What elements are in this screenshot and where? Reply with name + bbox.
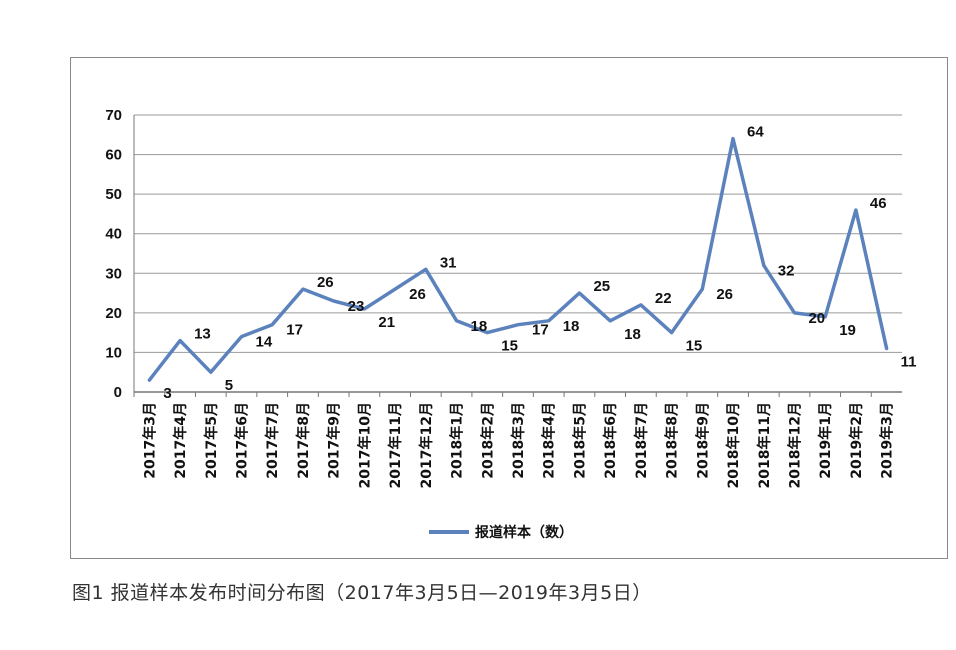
data-label: 26 [409, 286, 426, 303]
x-tick-label: 2018年8月 [664, 402, 681, 479]
figure-caption: 图1 报道样本发布时间分布图（2017年3月5日—2019年3月5日） [72, 582, 652, 604]
x-tick-label: 2018年7月 [633, 402, 650, 479]
data-label: 31 [440, 254, 457, 271]
data-label: 5 [225, 377, 233, 394]
x-tick-label: 2017年10月 [356, 402, 373, 488]
data-label: 64 [747, 124, 764, 141]
x-tick-label: 2018年2月 [479, 402, 496, 479]
data-label: 17 [532, 322, 549, 339]
data-label: 46 [870, 195, 887, 212]
data-label: 25 [593, 278, 610, 295]
y-tick-label: 70 [105, 107, 122, 124]
x-tick-label: 2018年10月 [725, 402, 742, 488]
data-label: 18 [563, 318, 580, 335]
x-tick-label: 2017年5月 [203, 402, 220, 479]
x-tick-label: 2017年6月 [234, 402, 251, 479]
x-tick-label: 2017年3月 [141, 402, 158, 479]
y-tick-label: 40 [105, 226, 122, 243]
data-label: 15 [686, 338, 703, 355]
x-tick-label: 2017年11月 [387, 402, 404, 488]
x-tick-label: 2019年2月 [848, 402, 865, 479]
legend-label: 报道样本（数） [475, 524, 573, 541]
data-label: 20 [808, 310, 825, 327]
x-tick-label: 2017年12月 [418, 402, 435, 488]
x-tick-label: 2018年1月 [449, 402, 466, 479]
data-label: 32 [778, 262, 795, 279]
y-tick-label: 60 [105, 147, 122, 164]
y-tick-label: 20 [105, 305, 122, 322]
y-tick-label: 0 [114, 384, 122, 401]
x-tick-label: 2017年9月 [326, 402, 343, 479]
x-tick-label: 2018年12月 [786, 402, 803, 488]
y-tick-label: 10 [105, 344, 122, 361]
chart-frame: 0 10 20 30 40 50 60 70 2017年3月 2017年4月 2017年5月 201… [70, 57, 948, 559]
y-tick-label: 30 [105, 265, 122, 282]
x-tick-label: 2019年1月 [817, 402, 834, 479]
x-tick-label: 2018年4月 [541, 402, 558, 479]
data-label: 3 [163, 385, 171, 402]
data-label: 11 [901, 353, 917, 370]
x-tick-label: 2019年3月 [879, 402, 896, 479]
x-axis-ticks: 2017年3月 2017年4月 2017年5月 2017年6月 2017年7月 2017年… [133, 392, 896, 488]
data-label: 19 [839, 322, 856, 339]
x-tick-label: 2018年3月 [510, 402, 527, 479]
y-axis-ticks: 0 10 20 30 40 50 60 70 [105, 107, 122, 401]
gridlines [133, 114, 902, 393]
data-label: 22 [655, 290, 672, 307]
x-tick-label: 2017年8月 [295, 402, 312, 479]
legend: 报道样本（数） [429, 524, 573, 541]
data-label: 18 [471, 318, 488, 335]
x-tick-label: 2017年7月 [264, 402, 281, 479]
data-labels: 3 13 5 14 17 26 23 21 26 31 18 15 17 18 25 18 22 15 26 64 32… [163, 124, 916, 402]
series-line [147, 136, 889, 382]
data-label: 21 [378, 314, 395, 331]
data-label: 17 [286, 322, 303, 339]
data-label: 18 [624, 326, 641, 343]
x-tick-label: 2018年5月 [571, 402, 588, 479]
data-label: 13 [194, 326, 211, 343]
y-tick-label: 50 [105, 186, 122, 203]
x-tick-label: 2018年11月 [756, 402, 773, 488]
data-label: 15 [501, 338, 518, 355]
x-tick-label: 2017年4月 [172, 402, 189, 479]
data-label: 14 [256, 334, 273, 351]
data-label: 26 [317, 274, 334, 291]
data-label: 26 [716, 286, 733, 303]
x-tick-label: 2018年6月 [602, 402, 619, 479]
x-tick-label: 2018年9月 [694, 402, 711, 479]
data-label: 23 [348, 298, 365, 315]
